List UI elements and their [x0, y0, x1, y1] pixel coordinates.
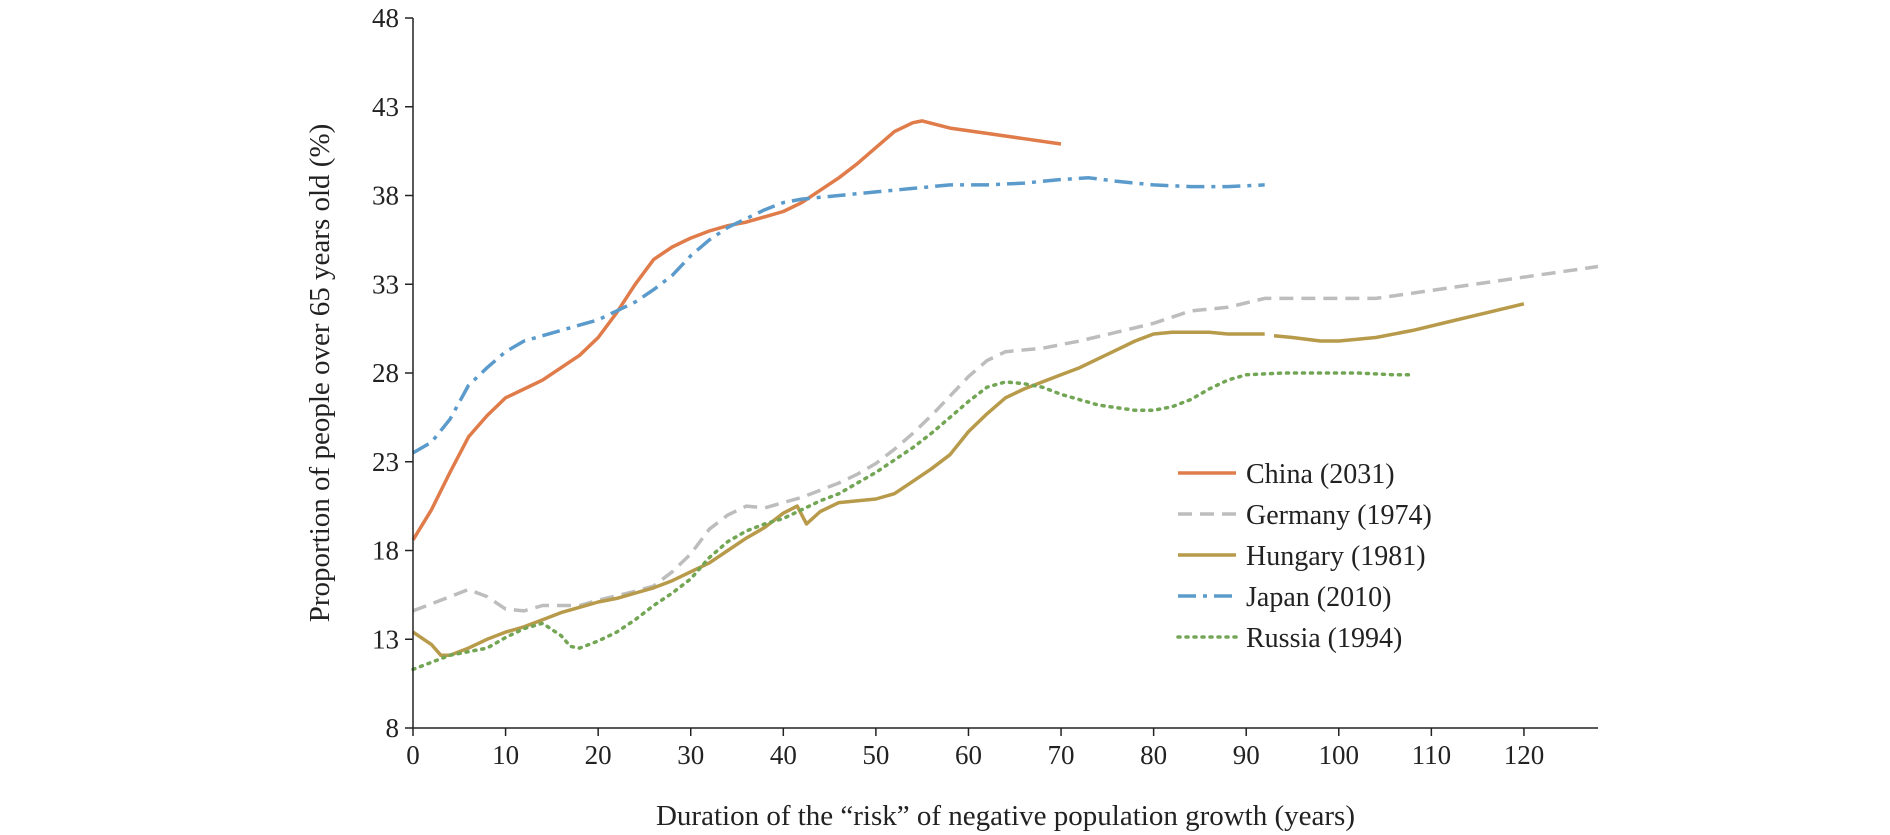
series-line-3 [412, 176, 1265, 455]
y-tick-label: 48 [372, 3, 399, 33]
series-lines [411, 119, 1599, 672]
series-line-4 [411, 371, 1415, 672]
x-tick-label: 110 [1412, 740, 1452, 770]
y-tick-label: 23 [372, 447, 399, 477]
x-axis-title: Duration of the “risk” of negative popul… [656, 800, 1355, 832]
y-tick-label: 28 [372, 358, 399, 388]
x-tick-label: 0 [406, 740, 420, 770]
legend-label: China (2031) [1246, 459, 1395, 490]
legend-label: Japan (2010) [1246, 582, 1391, 613]
y-ticks: 8 13 18 23 28 33 38 43 48 [372, 3, 413, 743]
legend: China (2031) Germany (1974) Hungary (1981)… [1176, 459, 1432, 654]
x-tick-label: 70 [1048, 740, 1075, 770]
x-tick-label: 60 [955, 740, 982, 770]
legend-label: Germany (1974) [1246, 500, 1432, 531]
y-tick-label: 18 [372, 536, 399, 566]
x-tick-label: 30 [677, 740, 704, 770]
x-tick-label: 120 [1504, 740, 1545, 770]
x-tick-label: 40 [770, 740, 797, 770]
y-tick-label: 8 [386, 713, 400, 743]
y-tick-label: 43 [372, 92, 399, 122]
x-ticks: 0 10 20 30 40 50 60 70 80 90 100 110 120 [406, 728, 1544, 770]
x-tick-label: 10 [492, 740, 519, 770]
y-axis-title: Proportion of people over 65 years old (… [304, 124, 336, 623]
series-line-2 [412, 302, 1525, 657]
y-tick-label: 13 [372, 624, 399, 654]
y-tick-label: 33 [372, 269, 399, 299]
y-tick-label: 38 [372, 181, 399, 211]
legend-label: Hungary (1981) [1246, 541, 1426, 572]
x-tick-label: 100 [1319, 740, 1360, 770]
x-tick-label: 80 [1140, 740, 1167, 770]
x-tick-label: 90 [1233, 740, 1260, 770]
series-line-0 [411, 119, 1062, 541]
x-tick-label: 20 [585, 740, 612, 770]
legend-label: Russia (1994) [1246, 623, 1402, 654]
x-tick-label: 50 [862, 740, 889, 770]
